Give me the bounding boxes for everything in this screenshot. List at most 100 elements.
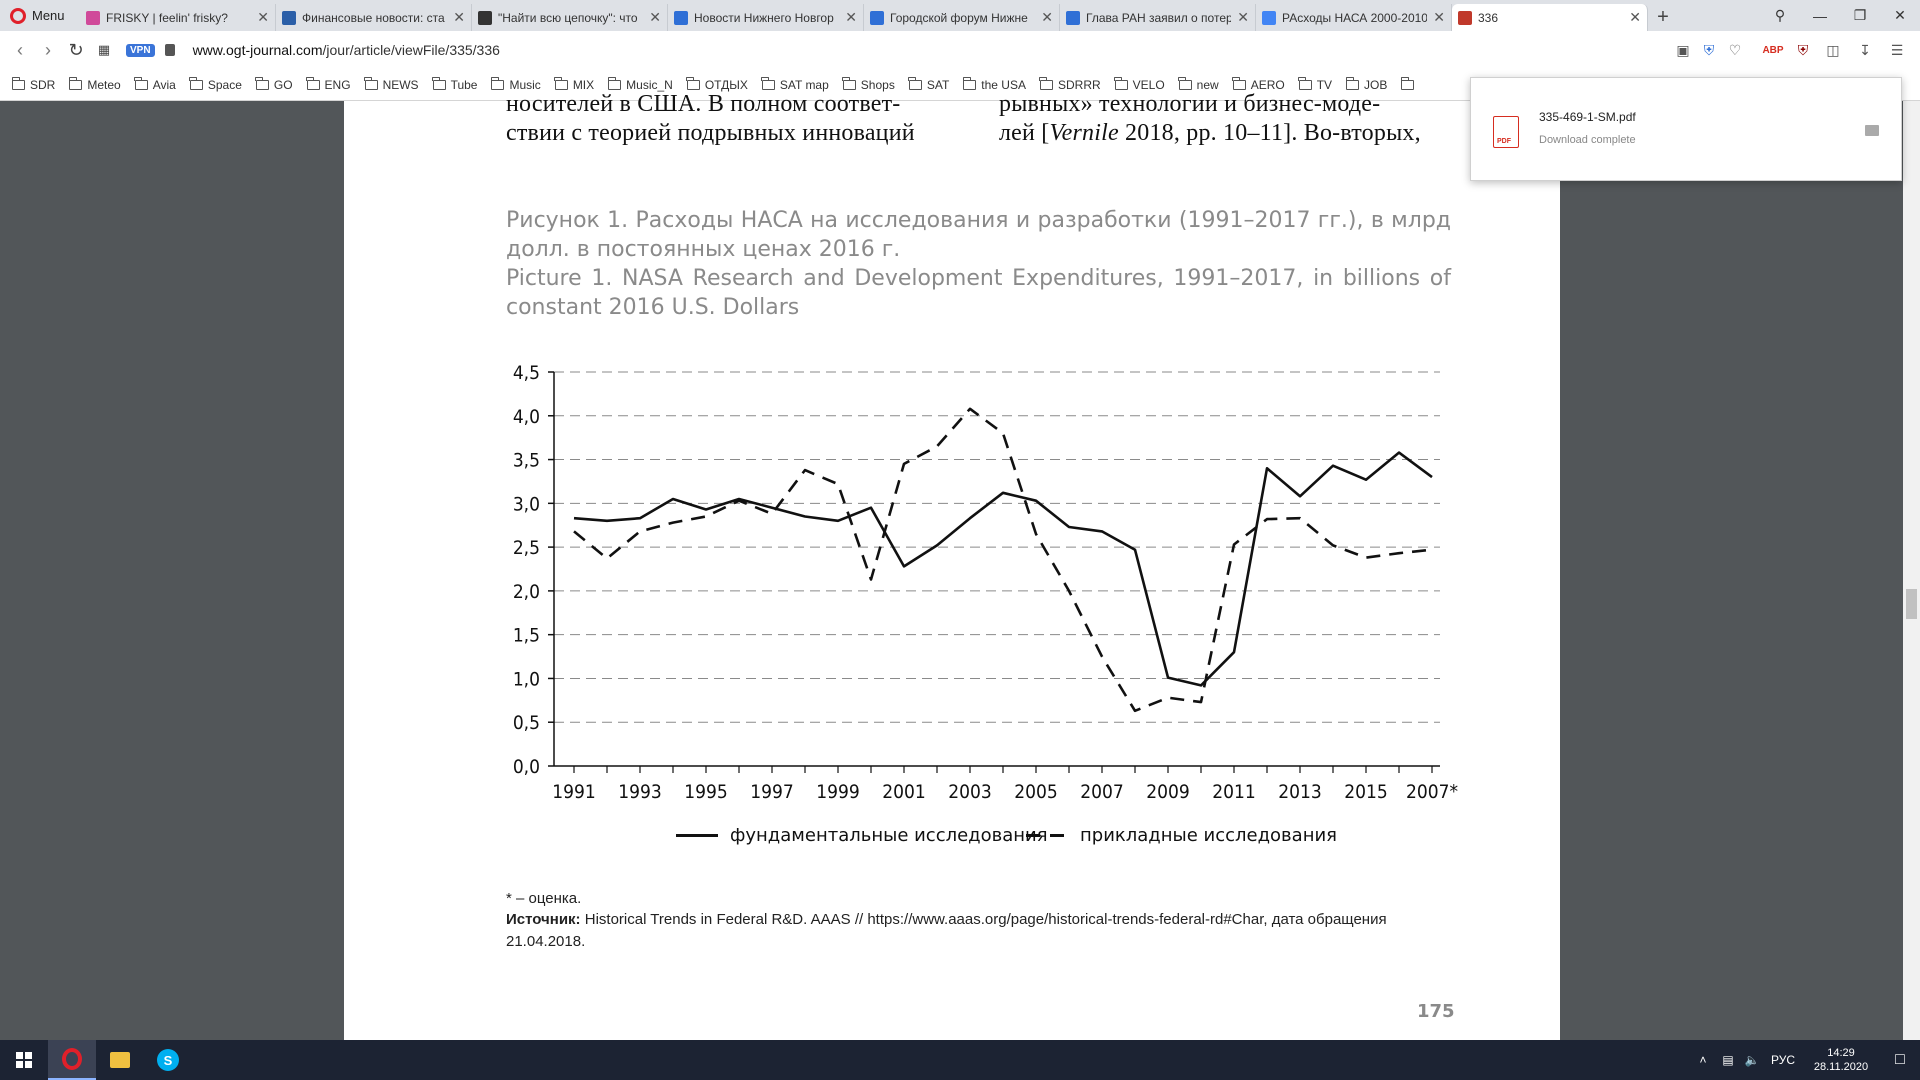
body-text-right-line2: лей [Vernile 2018, pp. 10–11]. Во-вторых… [999,120,1421,147]
ublock-icon[interactable]: ⛨ [1797,41,1809,58]
legend-item-applied: прикладные исследования [1026,823,1337,847]
body-text-right-line1: рывных» технологии и бизнес-моде- [999,91,1381,117]
tab-6[interactable]: РАсходы НАСА 2000-2010 ✕ [1256,4,1452,31]
folder-icon [306,76,320,90]
show-in-folder-icon[interactable] [1865,125,1879,136]
download-icon[interactable]: ↧ [1859,41,1871,58]
tab-5[interactable]: Глава РАН заявил о потер ✕ [1060,4,1256,31]
bookmark-folder[interactable]: Shops [842,76,895,92]
bookmark-label: Tube [450,77,478,92]
bookmark-folder[interactable]: SDRRR [1039,76,1101,92]
volume-icon[interactable]: 🔈 [1744,1053,1760,1067]
bookmark-folder[interactable]: SAT map [761,76,829,92]
tab-4[interactable]: Городской форум Нижне ✕ [864,4,1060,31]
folder-icon [1232,76,1246,90]
tab-2[interactable]: "Найти всю цепочку": что ✕ [472,4,668,31]
bookmark-label: JOB [1364,77,1388,92]
menu-icon[interactable]: ☰ [1890,41,1904,58]
tab-close-icon[interactable]: ✕ [845,9,857,25]
bookmark-folder[interactable]: Avia [134,76,176,92]
bookmark-folder[interactable]: TV [1298,76,1332,92]
new-tab-button[interactable]: + [1657,6,1669,28]
bookmark-folder[interactable]: AERO [1232,76,1285,92]
minimize-button[interactable]: — [1813,7,1827,24]
tab-7[interactable]: 336 ✕ [1452,4,1648,31]
tab-close-icon[interactable]: ✕ [453,9,465,25]
url-host: www.ogt-journal.com [192,42,323,58]
ran-icon [1066,10,1080,25]
bookmark-label: MIX [572,77,595,92]
bookmark-folder[interactable]: NEWS [364,76,419,92]
search-tabs-icon[interactable]: ⚲ [1774,7,1786,23]
vpn-badge[interactable]: VPN [126,43,155,57]
tray-expand-icon[interactable]: ˄ [1699,1053,1707,1067]
opera-menu-button[interactable]: Menu [0,0,80,31]
notifications-icon[interactable]: □ [1895,1051,1905,1068]
bookmark-folder[interactable]: Music [490,76,541,92]
bookmark-folder[interactable]: ОТДЫХ [686,76,748,92]
bookmark-label: Avia [152,77,176,92]
folder-icon [1039,76,1053,90]
bookmark-label: Music_N [626,77,673,92]
scrollbar[interactable] [1903,101,1920,1040]
shield-icon[interactable]: ⛨ [1703,41,1715,58]
adblock-icon[interactable]: ABP [1762,44,1784,56]
taskbar-skype[interactable]: S [144,1040,192,1080]
restore-button[interactable]: ❐ [1853,7,1867,23]
tab-0[interactable]: FRISKY | feelin' frisky? ✕ [80,4,276,31]
forward-icon[interactable]: › [45,39,51,60]
url-path: /jour/article/viewFile/335/336 [322,42,500,58]
body-text-right-post: 2018, pp. 10–11]. Во-вторых, [1118,120,1421,146]
back-icon[interactable]: ‹ [17,39,23,60]
tab-close-icon[interactable]: ✕ [1237,9,1249,25]
bookmark-overflow[interactable] [1400,76,1415,90]
language-indicator[interactable]: РУС [1770,1053,1796,1067]
cube-icon[interactable]: ◫ [1826,41,1840,58]
bookmark-folder[interactable]: Tube [432,76,478,92]
taskbar-explorer[interactable] [96,1040,144,1080]
scrollbar-thumb[interactable] [1906,589,1917,619]
bookmark-folder[interactable]: SAT [908,76,949,92]
bookmark-label: SAT map [779,77,829,92]
taskbar-opera[interactable] [48,1040,96,1080]
bookmark-folder[interactable]: the USA [962,76,1026,92]
camera-icon[interactable]: ▣ [1676,41,1690,58]
bookmark-folder[interactable]: Space [189,76,242,92]
bookmark-folder[interactable]: Music_N [607,76,673,92]
speed-dial-icon[interactable]: ▦ [97,42,111,57]
bookmark-folder[interactable]: new [1178,76,1219,92]
windows-taskbar: S ˄ ▤ 🔈 РУС 14:29 28.11.2020 □ [0,1040,1920,1080]
start-button[interactable] [0,1040,48,1080]
tab-close-icon[interactable]: ✕ [1629,9,1641,25]
bookmark-label: ENG [324,77,351,92]
tab-3[interactable]: Новости Нижнего Новгор ✕ [668,4,864,31]
close-window-button[interactable]: ✕ [1894,7,1906,23]
download-filename[interactable]: 335-469-1-SM.pdf [1539,110,1636,124]
bookmark-label: the USA [981,77,1026,92]
body-text-right-pre: лей [ [999,120,1050,146]
lock-icon[interactable] [164,44,175,56]
tab-close-icon[interactable]: ✕ [1041,9,1053,25]
heart-icon[interactable]: ♡ [1728,41,1742,58]
y-tick-label: 1,0 [513,668,540,690]
url-field[interactable]: www.ogt-journal.com/jour/article/viewFil… [193,42,500,58]
bookmark-folder[interactable]: SDR [11,76,55,92]
tab-close-icon[interactable]: ✕ [257,9,269,25]
folder-icon [432,76,446,90]
tab-close-icon[interactable]: ✕ [1433,9,1445,25]
network-icon[interactable]: ▤ [1722,1053,1734,1067]
bookmark-folder[interactable]: ENG [306,76,351,92]
bookmark-folder[interactable]: Meteo [68,76,121,92]
clock[interactable]: 14:29 28.11.2020 [1806,1040,1876,1080]
pdf-file-icon[interactable] [1493,116,1519,148]
bookmark-label: NEWS [382,77,419,92]
bookmark-folder[interactable]: GO [255,76,293,92]
source-text: Historical Trends in Federal R&D. AAAS /… [580,911,1387,928]
bookmark-folder[interactable]: VELO [1114,76,1165,92]
bookmark-folder[interactable]: JOB [1345,76,1388,92]
tab-1[interactable]: Финансовые новости: ста ✕ [276,4,472,31]
bookmark-folder[interactable]: MIX [554,76,595,92]
tab-close-icon[interactable]: ✕ [649,9,661,25]
reload-icon[interactable]: ↻ [68,39,84,60]
folder-icon [1345,76,1360,90]
